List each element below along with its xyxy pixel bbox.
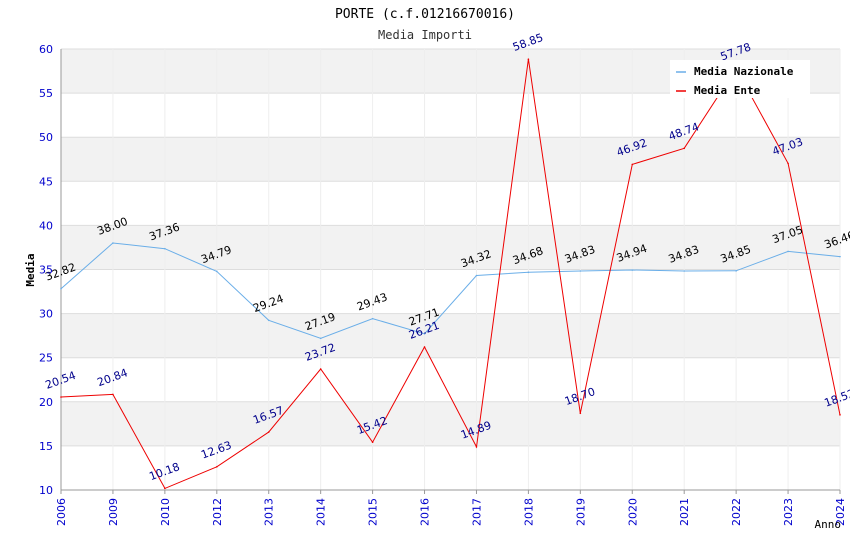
y-tick-label: 15 — [39, 440, 53, 453]
data-point-media-ente — [787, 162, 789, 165]
x-tick-label: 2016 — [419, 498, 432, 526]
data-point-media-ente — [527, 58, 530, 60]
y-tick-label: 60 — [39, 43, 53, 56]
background-band — [61, 225, 840, 270]
data-point-media-nazionale — [164, 247, 166, 250]
x-tick-label: 2014 — [315, 498, 328, 526]
data-point-media-ente — [683, 147, 685, 150]
x-tick-label: 2022 — [730, 498, 743, 526]
data-point-media-nazionale — [319, 337, 322, 340]
chart-title: PORTE (c.f.01216670016) — [335, 7, 515, 22]
background-band — [61, 137, 840, 182]
legend-box — [670, 60, 810, 98]
data-point-media-nazionale — [216, 270, 218, 273]
data-point-media-nazionale — [423, 332, 426, 335]
x-axis-label: Anno — [815, 518, 842, 531]
data-point-media-nazionale — [579, 270, 582, 272]
background-band — [61, 181, 840, 226]
background-band — [61, 269, 840, 314]
data-point-media-nazionale — [112, 242, 114, 244]
data-point-media-ente — [216, 466, 218, 468]
data-point-media-ente — [579, 412, 582, 415]
series-lines — [60, 58, 841, 490]
x-tick-label: 2019 — [574, 498, 587, 526]
data-point-media-ente — [60, 396, 62, 398]
background-band — [61, 401, 840, 446]
background-band — [61, 93, 840, 138]
y-tick-label: 50 — [39, 131, 53, 144]
data-point-media-nazionale — [839, 255, 841, 258]
data-point-media-ente — [475, 446, 478, 448]
x-tick-label: 2021 — [678, 498, 691, 526]
data-point-media-nazionale — [371, 317, 374, 320]
x-tick-label: 2010 — [159, 498, 172, 526]
axes — [60, 49, 841, 494]
x-tick-label: 2017 — [470, 498, 483, 526]
data-point-media-ente — [371, 441, 374, 443]
data-point-media-ente — [319, 368, 322, 370]
series-line-media-nazionale — [60, 242, 841, 339]
data-point-media-nazionale — [475, 274, 478, 277]
data-point-media-ente — [423, 346, 426, 348]
y-tick-label: 35 — [39, 264, 53, 277]
y-tick-label: 55 — [39, 87, 53, 100]
x-tick-label: 2006 — [55, 498, 68, 526]
y-tick-label: 30 — [39, 308, 53, 321]
y-tick-label: 45 — [39, 175, 53, 188]
data-point-media-nazionale — [631, 269, 634, 271]
tick-labels: 10 15 20 25 30 35 40 45 50 55 60 2006 2009 2010 2012 20… — [39, 43, 847, 526]
legend: Media Nazionale Media Ente — [670, 60, 810, 98]
y-tick-label: 25 — [39, 352, 53, 365]
data-point-media-nazionale — [267, 319, 270, 322]
series-line-media-ente — [60, 59, 841, 490]
legend-label-media-nazionale: Media Nazionale — [694, 65, 794, 78]
data-point-media-nazionale — [527, 271, 530, 274]
data-point-media-ente — [112, 393, 114, 396]
background-bands — [61, 49, 840, 490]
y-axis-label: Media — [24, 253, 37, 286]
data-point-media-ente — [267, 431, 270, 433]
data-point-media-nazionale — [60, 287, 62, 290]
background-band — [61, 357, 840, 402]
legend-label-media-ente: Media Ente — [694, 84, 761, 97]
background-band — [61, 445, 840, 490]
data-point-media-nazionale — [735, 270, 737, 272]
x-tick-label: 2015 — [367, 498, 380, 526]
background-band — [61, 313, 840, 358]
x-tick-label: 2020 — [626, 498, 639, 526]
y-tick-label: 10 — [39, 484, 53, 497]
x-tick-label: 2023 — [782, 498, 795, 526]
x-tick-label: 2018 — [522, 498, 535, 526]
y-tick-label: 40 — [39, 219, 53, 232]
y-tick-label: 20 — [39, 396, 53, 409]
data-point-media-nazionale — [683, 270, 685, 272]
x-tick-label: 2009 — [107, 498, 120, 526]
data-point-media-ente — [839, 414, 841, 416]
data-point-media-ente — [631, 163, 634, 166]
x-tick-label: 2012 — [211, 498, 224, 526]
data-point-media-ente — [164, 487, 166, 490]
chart-subtitle: Media Importi — [378, 28, 472, 42]
data-point-media-nazionale — [787, 250, 789, 253]
x-tick-label: 2024 — [834, 498, 847, 526]
x-tick-label: 2013 — [263, 498, 276, 526]
